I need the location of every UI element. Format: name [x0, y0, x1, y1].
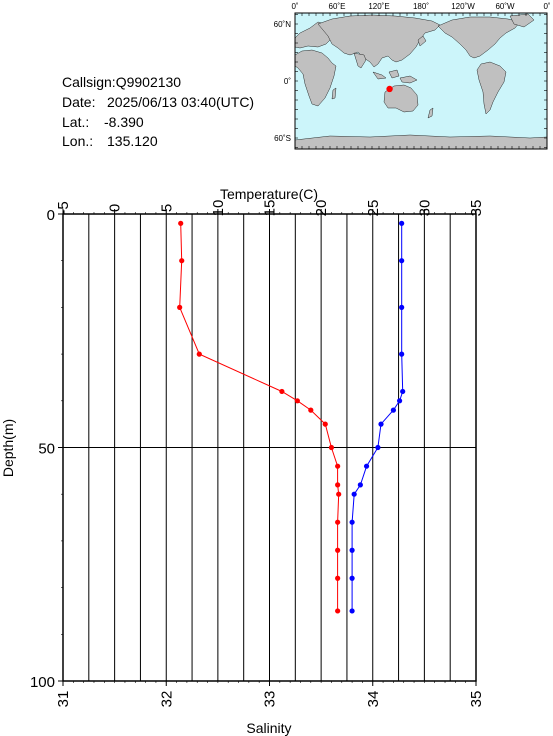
land-antarctica [295, 134, 547, 149]
temperature-axis: -5 0 5 10 15 20 25 30 35 [55, 200, 485, 217]
temperature-data-point [322, 421, 328, 427]
map-lon-label: 0˚ [543, 2, 550, 11]
temperature-data-point [335, 519, 341, 525]
land-greenland [509, 13, 535, 28]
depth-tick-label: 100 [30, 674, 55, 691]
land-north-america [437, 16, 521, 59]
salinity-data-point [363, 463, 370, 469]
salinity-tick-label: 32 [158, 691, 175, 708]
temperature-data-point [335, 547, 341, 553]
map-longitude-labels: 0˚ 60˚E 120˚E 180˚ 120˚W 60˚W 0˚ [291, 2, 550, 11]
temperature-axis-title: Temperature(C) [220, 186, 318, 202]
land-south-america [476, 61, 507, 115]
salinity-data-point [349, 608, 355, 614]
station-marker [386, 85, 393, 93]
map-lat-label: 60˚S [274, 134, 291, 143]
salinity-tick-label: 33 [262, 691, 279, 708]
temperature-tick-label: -5 [55, 201, 72, 214]
float-info: Callsign:Q9902130 Date: 2025/06/13 03:40(… [62, 74, 254, 149]
depth-axis-title: Depth(m) [0, 419, 16, 477]
salinity-axis-title: Salinity [246, 720, 291, 736]
map-landmasses [295, 13, 547, 149]
map-lon-label: 180˚ [413, 2, 429, 11]
temperature-tick-label: 25 [365, 200, 382, 217]
series-layer [177, 220, 406, 614]
land-asia [317, 14, 441, 68]
lon-line: Lon.: 135.120 [62, 133, 158, 149]
temperature-tick-label: 0 [107, 204, 124, 212]
temperature-tick-label: 5 [158, 204, 175, 212]
salinity-data-point [399, 220, 405, 226]
land-madagascar [331, 87, 337, 100]
salinity-data-point [375, 444, 381, 451]
salinity-profile-line [351, 223, 404, 611]
salinity-data-point [399, 351, 405, 357]
land-africa [295, 49, 337, 107]
salinity-data-point [399, 258, 405, 264]
temperature-profile-line [179, 223, 340, 611]
map-lon-label: 60˚W [495, 2, 515, 11]
temperature-data-point [279, 388, 285, 395]
temperature-data-point [336, 491, 342, 497]
land-new-zealand [427, 107, 434, 119]
temperature-data-point [294, 398, 300, 404]
land-indonesia [372, 69, 418, 84]
temperature-data-point [177, 304, 183, 310]
salinity-axis: 31 32 33 34 35 [55, 681, 485, 707]
temperature-data-point [196, 351, 202, 357]
salinity-data-point [396, 398, 403, 404]
temperature-data-point [335, 463, 341, 469]
salinity-data-point [400, 388, 406, 395]
land-india [353, 52, 367, 69]
salinity-data-point [351, 491, 357, 497]
temperature-data-point [335, 575, 341, 581]
temperature-tick-label: 20 [313, 200, 330, 217]
temperature-tick-label: 35 [468, 200, 485, 217]
temperature-tick-label: 15 [262, 200, 279, 217]
salinity-data-point [349, 547, 355, 553]
callsign-line: Callsign:Q9902130 [62, 74, 181, 90]
temperature-tick-label: 30 [416, 200, 433, 217]
salinity-data-point [357, 482, 363, 488]
salinity-data-point [399, 304, 405, 310]
date-line: Date: 2025/06/13 03:40(UTC) [62, 94, 254, 110]
salinity-data-point [378, 421, 384, 427]
lat-line: Lat.: -8.390 [62, 114, 144, 130]
depth-tick-label: 0 [47, 207, 55, 224]
salinity-data-point [349, 519, 355, 525]
temperature-data-point [179, 258, 185, 264]
location-map: 0˚ 60˚E 120˚E 180˚ 120˚W 60˚W 0˚ 60˚N 0˚ 60˚S [274, 2, 551, 150]
salinity-tick-label: 31 [55, 691, 72, 708]
map-lon-label: 120˚W [451, 2, 475, 11]
map-latitude-labels: 60˚N 0˚ 60˚S [274, 20, 292, 143]
map-lat-label: 0˚ [284, 77, 291, 86]
salinity-data-point [390, 407, 396, 413]
temperature-tick-label: 10 [210, 200, 227, 217]
temperature-data-point [335, 608, 341, 614]
map-tick-marks [294, 13, 548, 149]
map-lat-label: 60˚N [274, 20, 292, 29]
salinity-data-point [349, 575, 355, 581]
temperature-data-point [178, 220, 184, 226]
temperature-data-point [308, 407, 314, 413]
map-lon-label: 120˚E [368, 2, 389, 11]
map-lon-label: 60˚E [329, 2, 346, 11]
temperature-data-point [335, 482, 341, 488]
land-japan [417, 35, 427, 47]
station-marker-dot [386, 85, 393, 93]
land-australia [383, 84, 419, 113]
salinity-tick-label: 34 [365, 691, 382, 708]
temperature-data-point [328, 444, 335, 451]
map-lon-label: 0˚ [291, 2, 298, 11]
salinity-tick-label: 35 [468, 691, 485, 708]
depth-axis: 0 50 100 [30, 207, 63, 691]
depth-tick-label: 50 [38, 441, 55, 458]
